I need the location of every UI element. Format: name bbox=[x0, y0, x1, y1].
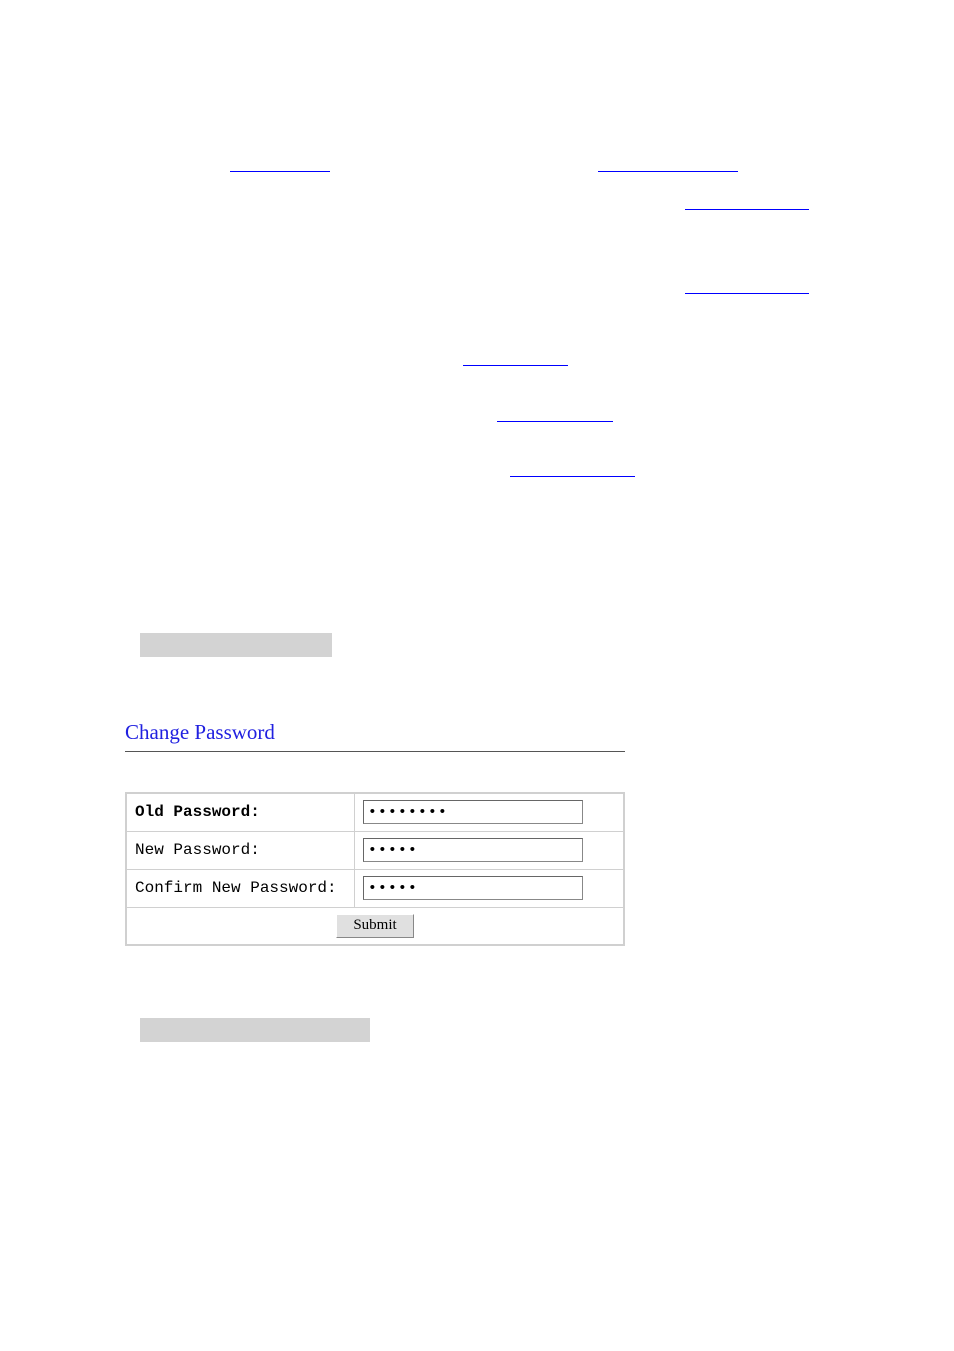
submit-row: Submit bbox=[126, 907, 624, 945]
gray-bar-2 bbox=[140, 1018, 370, 1042]
form-title: Change Password bbox=[125, 720, 625, 745]
confirm-password-row: Confirm New Password: bbox=[126, 869, 624, 907]
submit-button[interactable]: Submit bbox=[336, 914, 414, 938]
old-password-label: Old Password: bbox=[126, 793, 354, 831]
old-password-input[interactable] bbox=[363, 800, 583, 824]
link-underline-2[interactable] bbox=[598, 170, 738, 172]
link-underline-4[interactable] bbox=[685, 292, 809, 294]
title-underline bbox=[125, 751, 625, 752]
old-password-cell bbox=[354, 793, 624, 831]
confirm-password-cell bbox=[354, 869, 624, 907]
new-password-row: New Password: bbox=[126, 831, 624, 869]
link-underline-6[interactable] bbox=[497, 420, 613, 422]
new-password-label: New Password: bbox=[126, 831, 354, 869]
link-underline-1[interactable] bbox=[230, 170, 330, 172]
confirm-password-label: Confirm New Password: bbox=[126, 869, 354, 907]
new-password-cell bbox=[354, 831, 624, 869]
old-password-row: Old Password: bbox=[126, 793, 624, 831]
confirm-password-input[interactable] bbox=[363, 876, 583, 900]
link-underline-5[interactable] bbox=[463, 364, 568, 366]
change-password-form: Change Password Old Password: New Passwo… bbox=[125, 720, 625, 946]
password-table: Old Password: New Password: Confirm New … bbox=[125, 792, 625, 946]
submit-cell: Submit bbox=[126, 907, 624, 945]
gray-bar-1 bbox=[140, 633, 332, 657]
link-underline-3[interactable] bbox=[685, 208, 809, 210]
link-underline-7[interactable] bbox=[510, 475, 635, 477]
new-password-input[interactable] bbox=[363, 838, 583, 862]
